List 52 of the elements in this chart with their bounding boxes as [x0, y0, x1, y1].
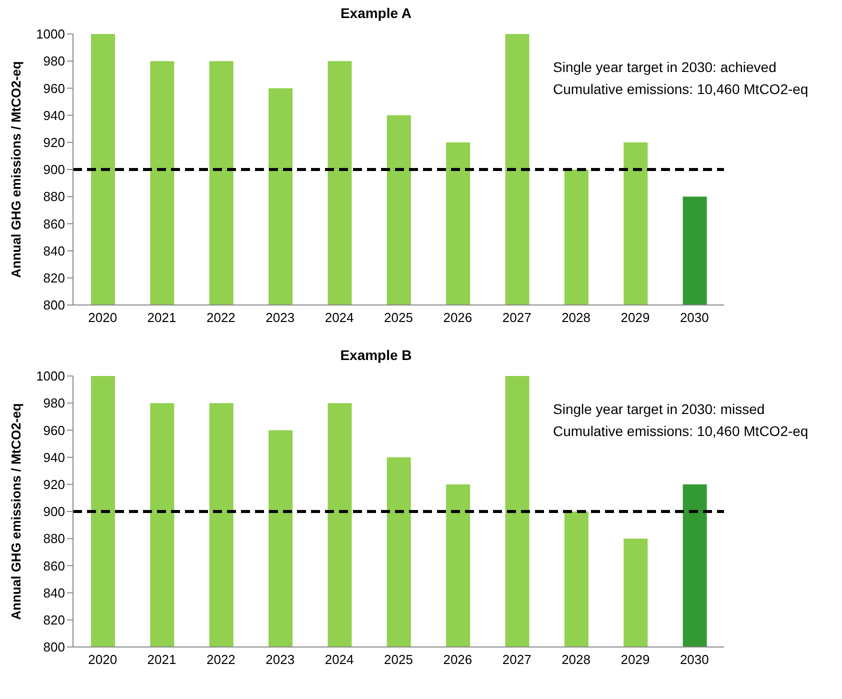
y-tick-label: 900 [43, 162, 65, 178]
x-tick-label: 2022 [206, 652, 236, 668]
x-tick-label: 2023 [266, 310, 295, 326]
chart-title: Example B [339, 346, 413, 365]
y-tick-label: 820 [43, 270, 65, 286]
y-tick-label: 920 [43, 477, 65, 492]
y-axis-title: Annual GHG emissions / MtCO2-eq [8, 61, 24, 278]
y-tick-label: 940 [43, 108, 65, 123]
x-tick-label: 2021 [147, 652, 176, 668]
x-tick-label: 2025 [384, 652, 413, 668]
x-tick-label: 2029 [620, 652, 650, 668]
chart-title: Example A [339, 4, 413, 23]
x-tick-label: 2028 [562, 652, 591, 668]
x-tick-label: 2030 [680, 652, 709, 668]
x-tick-label: 2028 [562, 310, 591, 326]
y-tick-label: 940 [43, 450, 65, 465]
y-tick-label: 1000 [36, 368, 65, 384]
y-tick-label: 840 [43, 243, 65, 258]
y-tick-label: 980 [43, 396, 65, 411]
y-tick-label: 860 [43, 558, 65, 574]
y-tick-label: 820 [43, 612, 65, 628]
y-tick-label: 800 [43, 640, 65, 655]
x-tick-label: 2023 [266, 652, 295, 668]
y-tick-label: 860 [43, 216, 65, 232]
x-tick-label: 2022 [206, 310, 236, 326]
x-tick-label: 2020 [88, 652, 118, 668]
y-tick-label: 980 [43, 54, 65, 69]
y-tick-label: 960 [43, 80, 65, 96]
x-tick-label: 2021 [147, 310, 176, 326]
y-axis-title: Annual GHG emissions / MtCO2-eq [8, 403, 24, 620]
annotation: Single year target in 2030: missed [553, 400, 766, 419]
x-tick-label: 2024 [324, 310, 354, 326]
y-tick-label: 960 [43, 422, 65, 438]
x-tick-label: 2026 [443, 652, 472, 668]
x-tick-label: 2027 [502, 310, 532, 326]
x-tick-label: 2030 [680, 310, 709, 326]
annotation: Cumulative emissions: 10,460 MtCO2-eq [553, 422, 808, 441]
x-tick-label: 2020 [88, 310, 118, 326]
y-tick-label: 1000 [36, 26, 65, 42]
y-tick-label: 920 [43, 135, 65, 150]
y-tick-label: 840 [43, 585, 65, 600]
annotation: Single year target in 2030: achieved [553, 58, 778, 77]
x-tick-label: 2025 [384, 310, 413, 326]
y-tick-label: 900 [43, 504, 65, 520]
x-tick-label: 2024 [324, 652, 354, 668]
x-tick-label: 2026 [443, 310, 472, 326]
y-tick-label: 880 [43, 189, 65, 204]
annotation: Cumulative emissions: 10,460 MtCO2-eq [553, 80, 808, 99]
x-tick-label: 2029 [620, 310, 650, 326]
x-tick-label: 2027 [502, 652, 532, 668]
y-tick-label: 880 [43, 531, 65, 546]
y-tick-label: 800 [43, 298, 65, 313]
